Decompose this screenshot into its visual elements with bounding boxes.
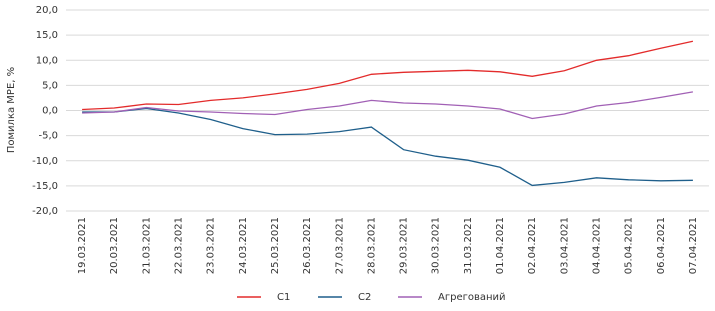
y-tick-label: 20,0 — [36, 5, 58, 16]
x-tick-label: 05.04.2021 — [624, 217, 635, 274]
legend-label: Агрегований — [438, 292, 506, 303]
legend-label: C2 — [358, 292, 371, 303]
legend-label: C1 — [277, 292, 290, 303]
x-tick-label: 22.03.2021 — [174, 217, 185, 274]
x-tick-label: 23.03.2021 — [206, 217, 217, 274]
y-axis-label: Помилка MPE, % — [6, 67, 17, 153]
x-tick-label: 26.03.2021 — [302, 217, 313, 274]
x-tick-label: 04.04.2021 — [591, 217, 602, 274]
x-tick-label: 28.03.2021 — [366, 217, 377, 274]
x-tick-label: 27.03.2021 — [334, 217, 345, 274]
y-tick-label: -15,0 — [32, 181, 58, 192]
x-tick-label: 06.04.2021 — [656, 217, 667, 274]
series-line — [82, 40, 694, 111]
x-tick-label: 31.03.2021 — [463, 217, 474, 274]
x-tick-label: 24.03.2021 — [238, 217, 249, 274]
y-tick-label: -5,0 — [38, 131, 58, 142]
x-tick-label: 20.03.2021 — [109, 217, 120, 274]
y-tick-label: 10,0 — [36, 55, 58, 66]
x-tick-label: 01.04.2021 — [495, 217, 506, 274]
x-tick-label: 29.03.2021 — [399, 217, 410, 274]
x-tick-label: 07.04.2021 — [688, 217, 699, 274]
x-tick-label: 19.03.2021 — [77, 217, 88, 274]
x-tick-label: 21.03.2021 — [141, 217, 152, 274]
x-tick-label: 30.03.2021 — [431, 217, 442, 274]
y-tick-label: 5,0 — [42, 80, 58, 91]
x-tick-label: 03.04.2021 — [559, 217, 570, 274]
y-tick-label: 0,0 — [42, 106, 58, 117]
y-tick-label: 15,0 — [36, 30, 58, 41]
series-line — [82, 107, 693, 187]
series-line — [82, 91, 694, 120]
y-tick-label: -20,0 — [32, 206, 58, 217]
x-tick-label: 02.04.2021 — [527, 217, 538, 274]
y-tick-label: -10,0 — [32, 156, 58, 167]
x-tick-label: 25.03.2021 — [270, 217, 281, 274]
